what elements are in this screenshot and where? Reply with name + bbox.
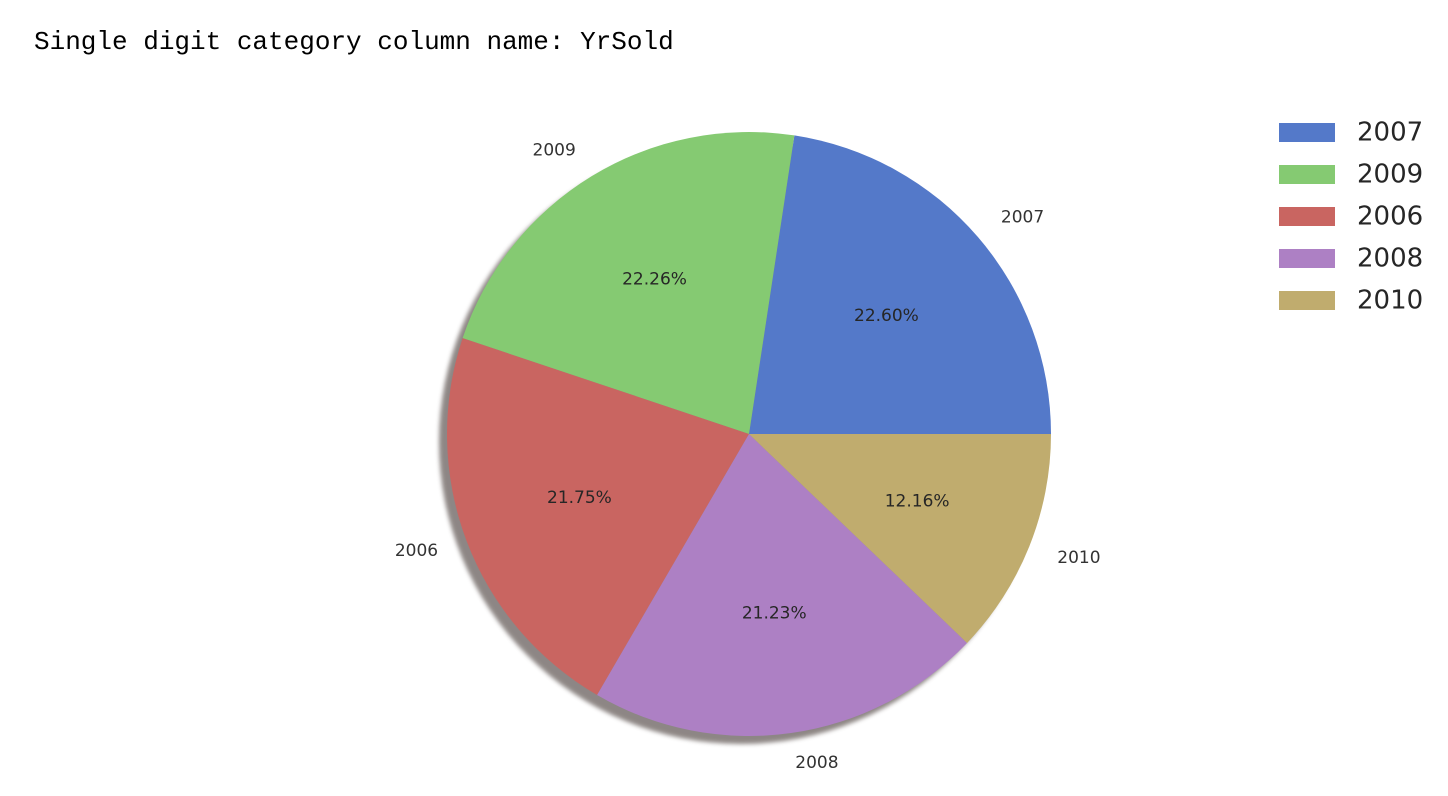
output-heading: Single digit category column name: YrSol… xyxy=(34,27,674,57)
pie-slice-2006 xyxy=(446,338,749,695)
pie-slice-2009 xyxy=(462,132,795,435)
pie-slice-2008 xyxy=(597,434,968,737)
legend-label-2006: 2006 xyxy=(1357,202,1423,232)
pie-slice-2010 xyxy=(749,434,1051,643)
percentage-labels: 22.60% 22.26% 21.75% 21.23% 12.16% xyxy=(547,269,950,623)
pct-label-2006: 21.75% xyxy=(547,488,612,508)
legend-swatch-2007 xyxy=(1279,123,1335,142)
legend-label-2009: 2009 xyxy=(1357,160,1423,190)
pct-label-2009: 22.26% xyxy=(622,269,687,289)
legend-label-2010: 2010 xyxy=(1357,286,1423,316)
legend-swatch-2008 xyxy=(1279,249,1335,268)
legend-swatch-2009 xyxy=(1279,165,1335,184)
legend-label-2008: 2008 xyxy=(1357,244,1423,274)
legend-swatch-2010 xyxy=(1279,291,1335,310)
pct-label-2008: 21.23% xyxy=(742,603,807,623)
slice-label-2009: 2009 xyxy=(533,141,576,161)
legend: 2007 2009 2006 2008 2010 xyxy=(1279,118,1423,316)
slice-label-2010: 2010 xyxy=(1057,548,1100,568)
pct-label-2010: 12.16% xyxy=(885,492,950,512)
slice-label-2007: 2007 xyxy=(1001,207,1044,227)
slice-label-2008: 2008 xyxy=(795,753,838,773)
pct-label-2007: 22.60% xyxy=(854,306,919,326)
pie-slices xyxy=(446,132,1051,737)
legend-swatch-2006 xyxy=(1279,207,1335,226)
slice-label-2006: 2006 xyxy=(395,541,438,561)
slice-labels: 2007 2009 2006 2008 2010 xyxy=(395,141,1101,773)
legend-label-2007: 2007 xyxy=(1357,118,1423,148)
pie-slice-2007 xyxy=(749,135,1051,434)
